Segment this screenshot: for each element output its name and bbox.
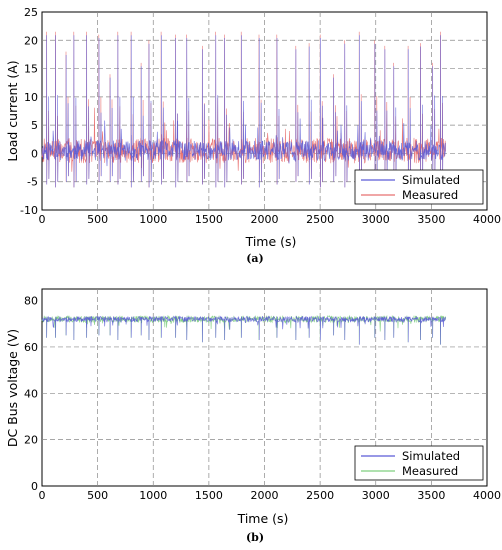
legend-b: Simulated Measured (354, 445, 484, 481)
caption-b: (b) (246, 531, 264, 544)
x-tick-label: 500 (87, 213, 108, 226)
chart-panel-b: 0 500 1000 1500 2000 2500 3000 3500 4000 0 20 40 60 8… (5, 288, 501, 544)
y-tick-label: -10 (20, 204, 38, 217)
legend-box-b (354, 445, 484, 481)
x-tick-label: 1000 (139, 489, 167, 502)
x-tick-label: 0 (39, 489, 46, 502)
series-simulated-b (41, 315, 446, 345)
y-tick-label: 60 (24, 341, 38, 354)
x-tick-label: 1000 (139, 213, 167, 226)
series-line-simulated (41, 315, 446, 345)
x-tick-label: 3000 (362, 489, 390, 502)
y-tick-label: 20 (24, 34, 38, 47)
x-tick-label: 2500 (306, 213, 334, 226)
series-simulated-a (41, 35, 446, 188)
y-tick-label: 10 (24, 91, 38, 104)
legend-a: Simulated Measured (354, 169, 484, 205)
x-tick-label: 4000 (473, 213, 501, 226)
x-axis-label-a: Time (s) (245, 234, 297, 249)
x-tick-label: 4000 (473, 489, 501, 502)
y-tick-label: 40 (24, 387, 38, 400)
x-tick-label: 3000 (362, 213, 390, 226)
caption-a: (a) (246, 252, 264, 265)
x-tick-label: 500 (87, 489, 108, 502)
x-tick-label: 1500 (195, 489, 223, 502)
x-tick-label: 2000 (251, 213, 279, 226)
grid-b (42, 289, 487, 486)
legend-label-measured-a: Measured (402, 188, 458, 202)
legend-label-simulated-a: Simulated (402, 173, 460, 187)
legend-box-a (354, 169, 484, 205)
y-axis-label-b: DC Bus voltage (V) (5, 329, 20, 447)
legend-label-measured-b: Measured (402, 464, 458, 478)
x-tick-label: 2000 (251, 489, 279, 502)
x-tick-label: 2500 (306, 489, 334, 502)
ticks-b: 0 500 1000 1500 2000 2500 3000 3500 4000 0 20 40 60 8… (24, 295, 501, 502)
x-axis-label-b: Time (s) (237, 511, 289, 526)
x-tick-label: 3500 (417, 213, 445, 226)
y-tick-label: 0 (31, 147, 38, 160)
x-tick-label: 1500 (195, 213, 223, 226)
ticks-a: 0 500 1000 1500 2000 2500 3000 3500 4000 -10 -5 0 5 1… (20, 6, 501, 226)
y-tick-label: 20 (24, 434, 38, 447)
y-tick-label: 80 (24, 295, 38, 308)
series-line-simulated (41, 35, 446, 188)
y-tick-label: 0 (31, 480, 38, 493)
x-tick-label: 3500 (417, 489, 445, 502)
y-tick-label: -5 (27, 176, 38, 189)
y-tick-label: 15 (24, 63, 38, 76)
y-tick-label: 25 (24, 6, 38, 19)
legend-label-simulated-b: Simulated (402, 449, 460, 463)
chart-panel-a: 0 500 1000 1500 2000 2500 3000 3500 4000 -10 -5 0 5 1… (5, 6, 501, 265)
y-tick-label: 5 (31, 119, 38, 132)
x-tick-label: 0 (39, 213, 46, 226)
y-axis-label-a: Load current (A) (5, 60, 20, 161)
